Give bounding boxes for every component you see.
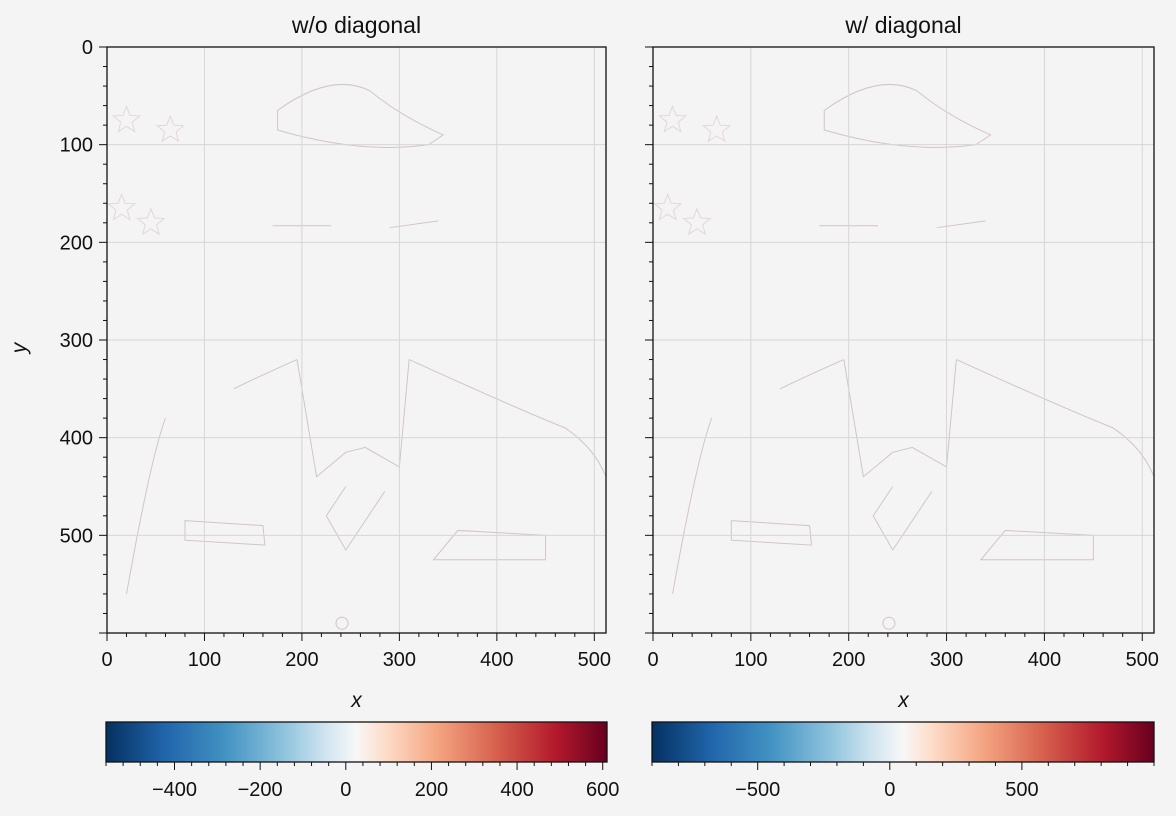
x-axis-label: x: [350, 689, 363, 712]
edge-stroke: [233, 359, 298, 390]
colorbar-tick-label: 200: [415, 779, 448, 801]
edge-stroke: [335, 616, 349, 630]
gridlines: [107, 47, 606, 633]
colorbar-tick-label: 0: [340, 779, 351, 801]
edge-stroke: [843, 359, 957, 478]
x-tick-label: 100: [188, 649, 221, 671]
panel-1: 0 100 200 300 400 500 0 100 200 300 400 500 w/o diag…: [8, 12, 619, 801]
y-ticks: [645, 46, 653, 634]
panel-title: w/o diagonal: [291, 12, 421, 38]
x-tick-label: 0: [101, 649, 112, 671]
panel-2: 0 100 200 300 400 500 w/ diagonal x −500 0 500: [645, 12, 1159, 801]
x-tick-label: 300: [930, 649, 963, 671]
x-axis-label: x: [897, 689, 910, 712]
edge-stroke: [325, 486, 386, 551]
x-tick-label: 200: [285, 649, 318, 671]
colorbar-tick-label: −500: [735, 779, 780, 801]
x-tick-label: 200: [832, 649, 865, 671]
edge-stroke: [823, 83, 992, 148]
x-tick-label: 400: [1028, 649, 1061, 671]
edge-star: [111, 104, 142, 133]
edge-stroke: [672, 417, 713, 595]
x-tick-label: 0: [647, 649, 658, 671]
edge-star: [653, 192, 683, 221]
panel-title: w/ diagonal: [844, 12, 961, 38]
colorbar-ticks: [651, 762, 1155, 770]
y-tick-label: 400: [60, 428, 93, 450]
y-tick-label: 0: [82, 37, 93, 59]
y-axis-label: y: [8, 341, 31, 355]
x-tick-label: 500: [1126, 649, 1159, 671]
edge-star: [701, 114, 732, 143]
colorbar-tick-label: 0: [884, 779, 895, 801]
edge-star: [155, 114, 186, 143]
y-tick-label: 300: [60, 330, 93, 352]
x-ticks: [652, 633, 1143, 641]
colorbar: −400 −200 0 200 400 600: [105, 721, 619, 801]
x-tick-label: 500: [578, 649, 611, 671]
edge-star: [106, 192, 137, 221]
y-tick-label: 100: [60, 135, 93, 157]
edge-stroke: [277, 83, 445, 148]
colorbar-gradient: [105, 721, 608, 763]
edge-stroke: [872, 486, 933, 551]
colorbar-gradient: [651, 721, 1155, 763]
colorbar-tick-label: −400: [152, 779, 197, 801]
y-tick-label: 500: [60, 525, 93, 547]
edge-stroke: [779, 359, 845, 390]
edge-stroke: [730, 520, 813, 546]
colorbar-ticks: [105, 762, 604, 770]
heatmap-edges: [106, 83, 607, 630]
colorbar-tick-label: 400: [500, 779, 533, 801]
colorbar-tick-label: 600: [586, 779, 619, 801]
edge-stroke: [882, 616, 896, 630]
x-ticks: [106, 633, 595, 641]
edge-stroke: [296, 359, 410, 478]
edge-stroke: [184, 520, 266, 546]
x-tick-label: 100: [734, 649, 767, 671]
x-tick-label: 300: [383, 649, 416, 671]
x-tick-label: 400: [480, 649, 513, 671]
colorbar-tick-label: −200: [238, 779, 283, 801]
y-ticks: [99, 46, 107, 634]
gridlines: [653, 47, 1154, 633]
colorbar-tick-label: 500: [1005, 779, 1038, 801]
edge-stroke: [125, 417, 166, 595]
edge-star: [657, 104, 688, 133]
colorbar: −500 0 500: [651, 721, 1155, 801]
edge-star: [136, 207, 166, 236]
y-tick-label: 200: [60, 232, 93, 254]
edge-star: [682, 207, 712, 236]
